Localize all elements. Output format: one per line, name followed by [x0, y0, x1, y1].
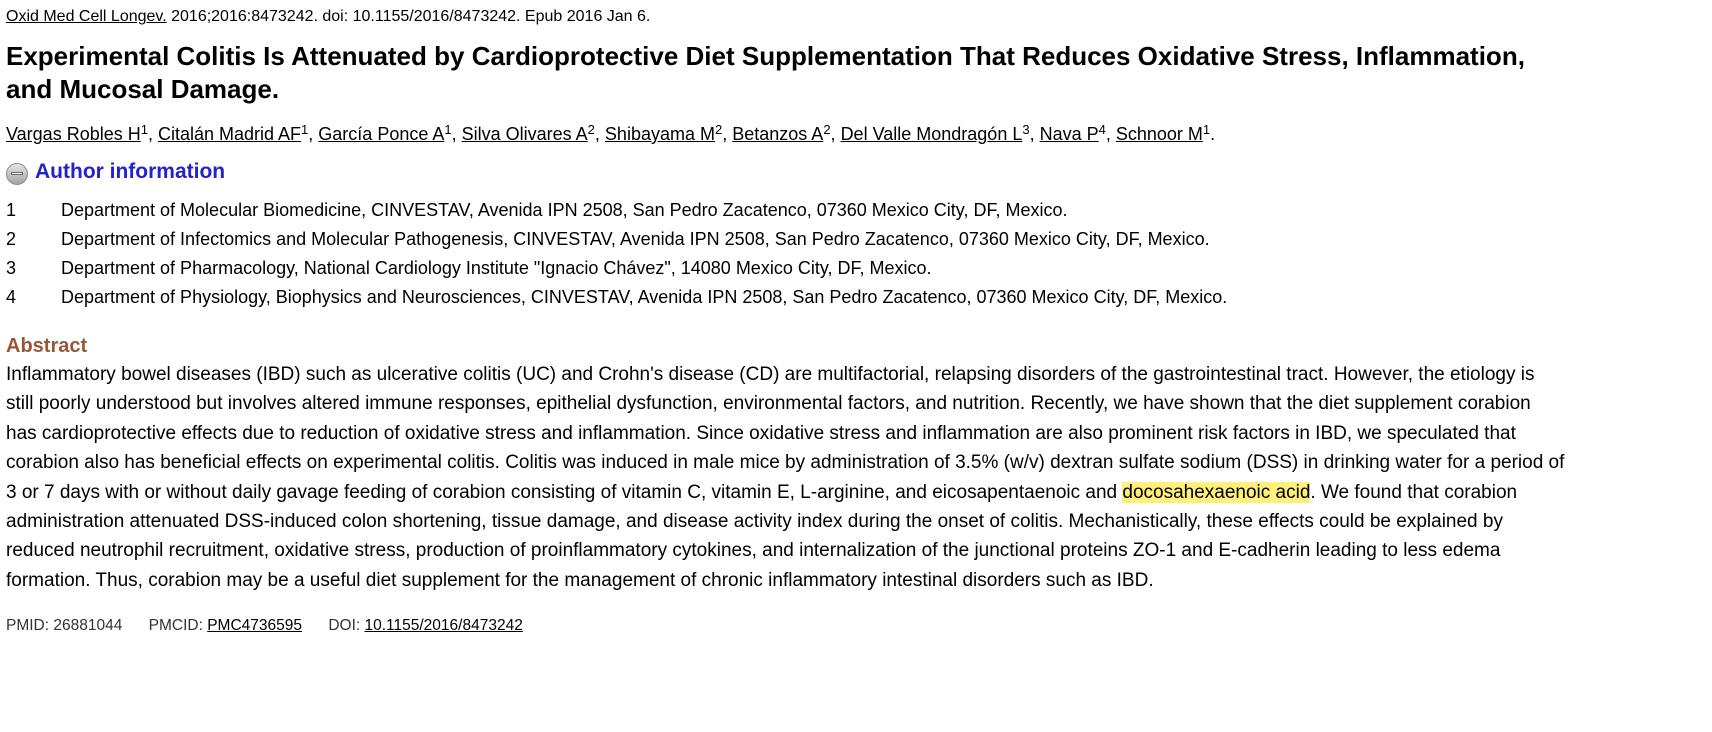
- affiliation-text: Department of Molecular Biomedicine, CIN…: [61, 200, 1068, 220]
- author-link[interactable]: García Ponce A: [318, 124, 445, 144]
- author-link[interactable]: Del Valle Mondragón L: [840, 124, 1023, 144]
- abstract-text-part-1: Inflammatory bowel diseases (IBD) such a…: [6, 364, 1565, 503]
- abstract-heading: Abstract: [6, 335, 88, 357]
- author-list: Vargas Robles H1, Citalán Madrid AF1, Ga…: [6, 122, 1216, 144]
- affiliation-number: 1: [6, 200, 17, 220]
- pmid-label: PMID:: [6, 617, 54, 635]
- article-title: Experimental Colitis Is Attenuated by Ca…: [6, 41, 1525, 104]
- collapse-minus-icon[interactable]: [6, 162, 28, 185]
- affiliation-item: 3 Department of Pharmacology, National Ca…: [6, 254, 1712, 283]
- affiliation-text: Department of Infectomics and Molecular …: [61, 229, 1210, 249]
- affiliation-list: 1 Department of Molecular Biomedicine, CI…: [6, 196, 1712, 312]
- author-link[interactable]: Silva Olivares A: [461, 124, 588, 144]
- author-link[interactable]: Betanzos A: [732, 124, 824, 144]
- highlighted-term: docosahexaenoic acid: [1122, 481, 1311, 503]
- affiliation-number: 2: [6, 229, 17, 249]
- author-link[interactable]: Citalán Madrid AF: [157, 124, 302, 144]
- affiliation-text: Department of Physiology, Biophysics and…: [61, 287, 1228, 307]
- pmid-group: PMID: 26881044: [6, 615, 122, 637]
- author-affil-sup: 2: [714, 122, 723, 137]
- pmcid-label: PMCID:: [148, 617, 208, 635]
- author-affil-sup: 1: [140, 122, 148, 137]
- citation-details: 2016;2016:8473242. doi: 10.1155/2016/847…: [166, 8, 651, 25]
- author-affil-sup: 1: [301, 122, 309, 137]
- abstract-text-part-2: . We found that corabion administration …: [6, 481, 1518, 591]
- author-link[interactable]: Vargas Robles H: [6, 124, 141, 144]
- pmid-value: 26881044: [53, 617, 123, 635]
- affiliation-item: 2 Department of Infectomics and Molecular…: [6, 225, 1712, 254]
- author-affil-sup: 3: [1022, 122, 1030, 137]
- author-affil-sup: 1: [444, 122, 452, 137]
- affiliation-number: 4: [6, 287, 17, 307]
- author-link[interactable]: Nava P: [1039, 124, 1099, 144]
- pmcid-group: PMCID: PMC4736595: [149, 615, 302, 637]
- affiliation-item: 4 Department of Physiology, Biophysics an…: [6, 283, 1712, 312]
- article-identifiers: PMID: 26881044 PMCID: PMC4736595 DOI: 10…: [6, 615, 1712, 637]
- doi-label: DOI:: [328, 617, 365, 635]
- author-affil-sup: 4: [1098, 122, 1106, 137]
- author-information-label[interactable]: Author information: [35, 160, 226, 183]
- abstract-text: Inflammatory bowel diseases (IBD) such a…: [6, 360, 1566, 595]
- affiliation-text: Department of Pharmacology, National Car…: [61, 258, 932, 278]
- author-affil-sup: 2: [823, 122, 831, 137]
- minus-bar: [11, 172, 23, 175]
- doi-link[interactable]: 10.1155/2016/8473242: [364, 617, 523, 635]
- affiliation-item: 1 Department of Molecular Biomedicine, CI…: [6, 196, 1712, 225]
- author-affil-sup: 1: [1202, 122, 1211, 137]
- journal-link[interactable]: Oxid Med Cell Longev.: [6, 8, 167, 25]
- affiliation-number: 3: [6, 258, 17, 278]
- author-link[interactable]: Schnoor M: [1115, 124, 1203, 144]
- author-affil-sup: 2: [587, 122, 595, 137]
- citation-line: Oxid Med Cell Longev. 2016;2016:8473242.…: [6, 6, 1712, 28]
- doi-group: DOI: 10.1155/2016/8473242: [328, 615, 523, 637]
- pmcid-link[interactable]: PMC4736595: [207, 617, 303, 635]
- author-information-toggle[interactable]: Author information: [6, 158, 1712, 186]
- author-link[interactable]: Shibayama M: [604, 124, 715, 144]
